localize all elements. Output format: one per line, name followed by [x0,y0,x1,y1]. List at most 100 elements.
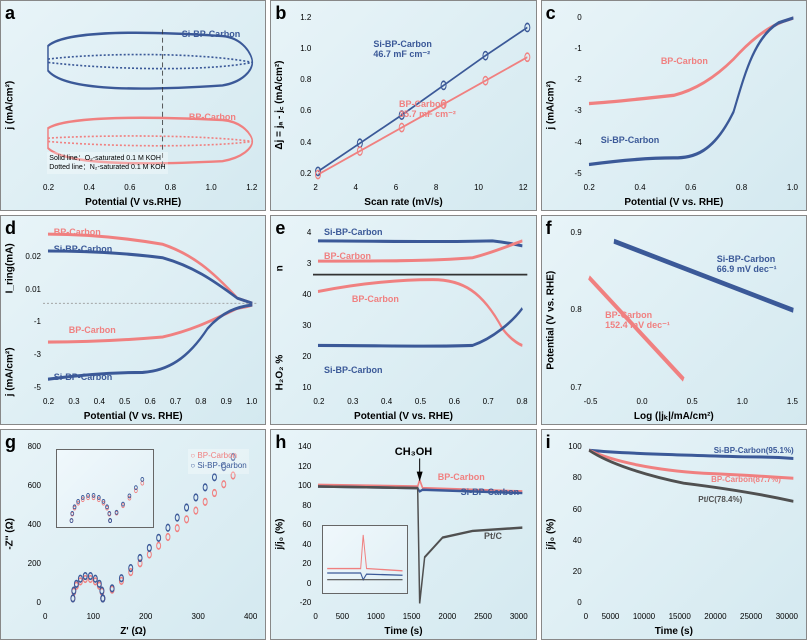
si-label-d1: Si-BP-Carbon [54,244,113,254]
si-cv-dotted [48,55,252,69]
panel-a-xlabel: Potential (V vs.RHE) [1,197,265,208]
panel-b-xlabel: Scan rate (mV/s) [271,197,535,208]
panel-i-plot: Si-BP-Carbon(95.1%) BP-Carbon(87.7%) Pt/… [584,442,798,607]
panel-b-yticks: 0.20.40.60.81.01.2 [287,13,311,178]
panel-a-xticks: 0.20.40.60.81.01.2 [43,183,257,192]
panel-g: g -Z'' (Ω) 0200400600800 ○ BP-Carbon ○ S… [0,429,266,640]
panel-b-svg [313,13,527,178]
bp-label-i: BP-Carbon(87.7%) [711,475,781,484]
panel-d-label: d [5,218,16,239]
panel-f-yticks: 0.70.80.9 [558,228,582,393]
bp-label: BP-Carbon [189,112,236,122]
panel-e-xlabel: Potential (V vs. RHE) [271,411,535,422]
si-label-d2: Si-BP-Carbon [54,372,113,382]
panel-f-label: f [546,218,552,239]
bp-label-e2: BP-Carbon [352,294,399,304]
si-cv-solid [48,33,252,89]
ptc-label-i: Pt/C(78.4%) [698,495,742,504]
panel-a-label: a [5,3,15,24]
panel-f: f Potential (V vs. RHE) 0.70.80.9 Si-BP-… [541,215,807,426]
panel-d-yticks: -5-3-10.010.02 [17,228,41,393]
panel-g-plot: ○ BP-Carbon ○ Si-BP-Carbon [43,442,257,607]
inset-bp [327,535,402,571]
panel-i: i j/j₀ (%) 020406080100 Si-BP-Carbon(95.… [541,429,807,640]
panel-c-xlabel: Potential (V vs. RHE) [542,197,806,208]
arrow-head [417,472,423,482]
legend-line-2: Dotted line：N₂-saturated 0.1 M KOH [49,163,165,172]
panel-h-xticks: 050010001500200025003000 [313,612,527,621]
panel-e-ylabel-lower: H₂O₂ % [273,320,287,424]
panel-f-xlabel: Log (|jₖ|/mA/cm²) [542,411,806,422]
legend-si: ○ Si-BP-Carbon [190,461,246,471]
methanol-label: CH₃OH [395,446,432,458]
panel-b-plot: Si-BP-Carbon46.7 mF cm⁻² BP-Carbon35.7 m… [313,13,527,178]
inset-si [327,573,402,580]
bp-cv-dotted [48,136,252,146]
panel-h-yticks: -20020406080100120140 [287,442,311,607]
panel-b-ylabel: Δj = jₐ - j꜀ (mA/cm²) [273,1,287,210]
bp-label-b: BP-Carbon35.7 mF cm⁻² [399,99,456,120]
panel-g-legend: ○ BP-Carbon ○ Si-BP-Carbon [188,449,248,474]
panel-g-xticks: 0100200300400 [43,612,257,621]
panel-g-xlabel: Z' (Ω) [1,626,265,637]
panel-g-inset [56,449,155,528]
panel-c-xticks: 0.20.40.60.81.0 [584,183,798,192]
panel-h: h j/j₀ (%) -20020406080100120140 CH₃OH B… [270,429,536,640]
panel-c: c j (mA/cm²) -5-4-3-2-10 BP-Carbon Si-BP… [541,0,807,211]
bp-label-h: BP-Carbon [438,472,485,482]
panel-a-legend: Solid line：O₂-saturated 0.1 M KOH Dotted… [47,152,167,174]
legend-bp: ○ BP-Carbon [190,451,246,461]
si-label-h: Si-BP-Carbon [461,487,520,497]
inset-h-svg [323,526,407,593]
panel-a: a j (mA/cm²) Si-BP-Carbon BP-Carbon Soli… [0,0,266,211]
panel-f-xticks: -0.50.00.51.01.5 [584,397,798,406]
bp-label-e1: BP-Carbon [324,251,371,261]
panel-a-plot: Si-BP-Carbon BP-Carbon Solid line：O₂-sat… [43,13,257,178]
si-label-i: Si-BP-Carbon(95.1%) [714,446,794,455]
panel-c-yticks: -5-4-3-2-10 [558,13,582,178]
panel-h-plot: CH₃OH BP-Carbon Si-BP-Carbon Pt/C [313,442,527,607]
panel-a-ylabel: j (mA/cm²) [3,1,17,210]
panel-b: b Δj = jₐ - j꜀ (mA/cm²) 0.20.40.60.81.01… [270,0,536,211]
si-label-c: Si-BP-Carbon [601,135,660,145]
panel-f-plot: Si-BP-Carbon66.9 mV dec⁻¹ BP-Carbon152.4… [584,228,798,393]
panel-b-xticks: 24681012 [313,183,527,192]
bp-label-d1: BP-Carbon [54,227,101,237]
panel-g-ylabel: -Z'' (Ω) [3,430,17,639]
panel-g-label: g [5,432,16,453]
si-ring [48,251,252,303]
panel-i-yticks: 020406080100 [558,442,582,607]
si-label-f: Si-BP-Carbon66.9 mV dec⁻¹ [717,254,777,275]
panel-i-svg [584,442,798,607]
panel-e-xticks: 0.20.30.40.50.60.70.8 [313,397,527,406]
si-label-e2: Si-BP-Carbon [324,365,383,375]
bp-label-c: BP-Carbon [661,56,708,66]
inset-g-svg [57,450,154,527]
bp-label-f: BP-Carbon152.4 mV dec⁻¹ [605,310,670,331]
figure-grid: a j (mA/cm²) Si-BP-Carbon BP-Carbon Soli… [0,0,807,640]
bp-disk [48,305,252,342]
panel-b-label: b [275,3,286,24]
si-label: Si-BP-Carbon [182,29,241,39]
panel-e-label: e [275,218,285,239]
legend-line-1: Solid line：O₂-saturated 0.1 M KOH [49,154,165,163]
ptc-label-h: Pt/C [484,531,502,541]
panel-i-ylabel: j/j₀ (%) [544,430,558,639]
panel-c-plot: BP-Carbon Si-BP-Carbon [584,13,798,178]
si-h2o2 [318,308,522,346]
panel-d-plot: BP-Carbon Si-BP-Carbon BP-Carbon Si-BP-C… [43,224,257,393]
panel-h-label: h [275,432,286,453]
panel-e-plot: Si-BP-Carbon BP-Carbon BP-Carbon Si-BP-C… [313,224,527,393]
bp-label-d2: BP-Carbon [69,325,116,335]
panel-h-inset [322,525,408,594]
panel-i-label: i [546,432,551,453]
panel-e: e n H₂O₂ % 1020304034 Si-BP-Carbon BP-Ca… [270,215,536,426]
panel-i-xticks: 050001000015000200002500030000 [584,612,798,621]
panel-c-svg [584,13,798,178]
panel-c-label: c [546,3,556,24]
panel-d: d I_ring(mA) j (mA/cm²) -5-3-10.010.02 B… [0,215,266,426]
panel-d-xticks: 0.20.30.40.50.60.70.80.91.0 [43,397,257,406]
panel-g-yticks: 0200400600800 [17,442,41,607]
si-label-e1: Si-BP-Carbon [324,227,383,237]
panel-c-ylabel: j (mA/cm²) [544,1,558,210]
